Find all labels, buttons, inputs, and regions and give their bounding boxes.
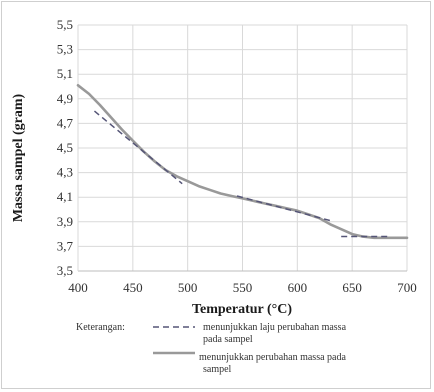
y-axis-title: Massa sampel (gram) — [11, 94, 26, 223]
series-rate-segment-2 — [236, 195, 331, 222]
y-tick-label: 4,3 — [57, 165, 73, 180]
legend-solid-text-line-1: menunjukkan perubahan massa pada — [199, 352, 346, 363]
x-axis-title: Temperatur (°C) — [192, 302, 292, 317]
x-tick-label: 400 — [68, 280, 88, 295]
y-tick-label: 4,5 — [57, 140, 73, 155]
legend-dashed-text-line-1: menunjukkan laju perubahan massa — [203, 322, 347, 333]
x-tick-label: 600 — [288, 280, 308, 295]
y-tick-label: 4,1 — [57, 189, 73, 204]
y-tick-label: 5,1 — [57, 66, 73, 81]
x-axis-ticks: 400 450 500 550 600 650 700 — [68, 280, 417, 295]
x-tick-label: 550 — [233, 280, 253, 295]
y-tick-label: 5,3 — [57, 42, 73, 57]
y-tick-label: 3,5 — [57, 263, 73, 278]
legend-heading: Keterangan: — [76, 322, 125, 333]
y-tick-label: 5,5 — [57, 17, 73, 32]
x-tick-label: 650 — [342, 280, 362, 295]
y-tick-label: 3,9 — [57, 214, 73, 229]
legend-dashed-text-line-2: pada sampel — [203, 334, 253, 345]
y-axis-ticks: 3,5 3,7 3,9 4,1 4,3 4,5 4,7 4,9 5,1 5,3 5,5 — [57, 17, 74, 278]
series-layer — [76, 84, 409, 240]
series-rate-segment-1 — [93, 110, 183, 185]
legend-solid-text-line-2: sampel — [203, 364, 232, 375]
x-tick-label: 500 — [178, 280, 198, 295]
x-tick-label: 700 — [397, 280, 417, 295]
x-tick-label: 450 — [123, 280, 143, 295]
series-mass-line — [76, 84, 409, 240]
y-tick-label: 4,7 — [57, 115, 74, 130]
legend: Keterangan: menunjukkan laju perubahan m… — [76, 322, 347, 375]
grid — [77, 24, 408, 272]
y-tick-label: 4,9 — [57, 91, 73, 106]
y-tick-label: 3,7 — [57, 238, 74, 253]
